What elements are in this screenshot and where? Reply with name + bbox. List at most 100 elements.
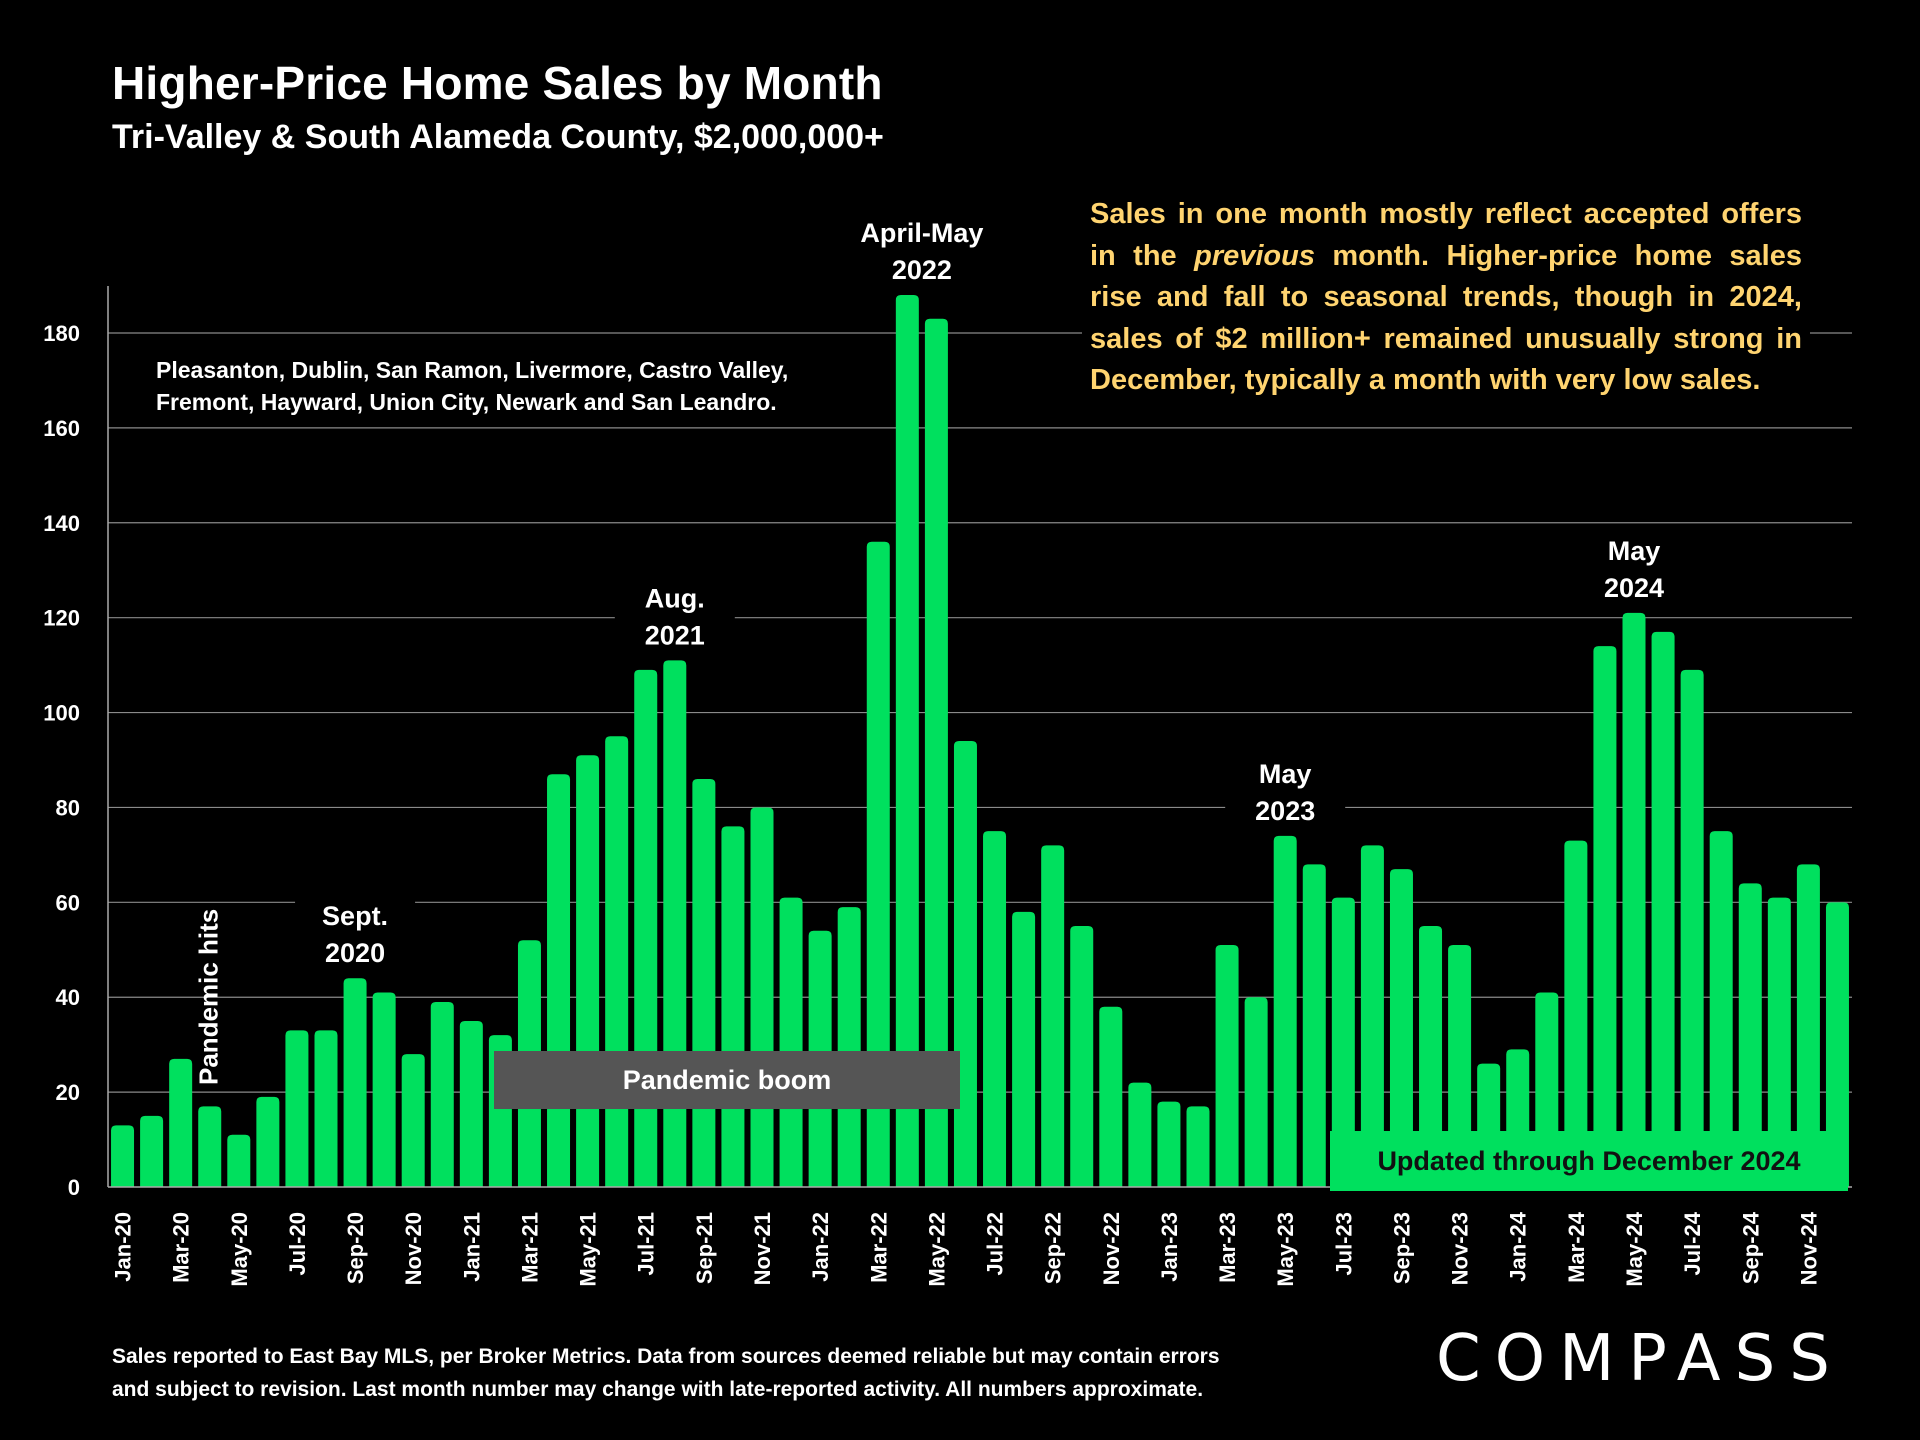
bar: [895, 295, 919, 1187]
bar: [1244, 997, 1268, 1187]
y-tick-label: 140: [43, 511, 80, 536]
x-tick-label: Jul-20: [285, 1212, 310, 1276]
y-axis: 0 20 40 60 80 100 120 140 160 180: [43, 286, 1852, 1200]
x-tick-label: Mar-21: [517, 1212, 542, 1283]
chart-title: Higher-Price Home Sales by Month: [112, 57, 883, 109]
x-tick-label: Sep-21: [692, 1212, 717, 1284]
bar: [1622, 612, 1646, 1187]
x-tick-label: Sep-23: [1389, 1212, 1414, 1284]
bar: [1796, 864, 1820, 1187]
bar: [343, 978, 367, 1187]
x-tick-label: Sep-24: [1738, 1211, 1763, 1284]
cities-note: Pleasanton, Dublin, San Ramon, Livermore…: [156, 354, 788, 418]
cities-line-1: Pleasanton, Dublin, San Ramon, Livermore…: [156, 357, 789, 383]
x-tick-label: Nov-20: [401, 1212, 426, 1285]
x-tick-label: May-23: [1273, 1212, 1298, 1287]
note-emphasis: previous: [1194, 239, 1315, 272]
bar: [750, 807, 774, 1187]
annotation-label: Sept.: [322, 901, 388, 931]
bar: [1709, 831, 1733, 1187]
annotation-bg: [841, 212, 1002, 291]
x-axis: Jan-20 Mar-20 May-20 Jul-20 Sep-20 Nov-20 Jan-…: [111, 1211, 1822, 1286]
annotation-label: 2022: [892, 255, 952, 285]
bar: [256, 1096, 280, 1187]
y-tick-label: 100: [43, 701, 80, 726]
annotation-bg: [1574, 529, 1694, 608]
annotation-label: Pandemic hits: [194, 909, 224, 1085]
gridlines: [108, 332, 1852, 1093]
x-tick-label: Jan-20: [111, 1212, 136, 1282]
bar: [459, 1020, 483, 1187]
y-tick-label: 0: [68, 1175, 80, 1200]
bar: [1012, 911, 1036, 1187]
x-tick-label: Jan-23: [1157, 1212, 1182, 1282]
bar: [169, 1058, 193, 1187]
annotation-bg: [614, 577, 735, 656]
annotation-label: 2021: [645, 620, 705, 650]
bar: [1070, 926, 1094, 1187]
note-part-1: Sales in one month mostly reflect accept…: [1090, 198, 1802, 272]
y-tick-label: 180: [43, 321, 80, 346]
x-tick-label: Nov-22: [1099, 1212, 1124, 1285]
bar: [314, 1030, 338, 1187]
bar: [547, 774, 571, 1187]
x-tick-label: Mar-20: [169, 1212, 194, 1283]
footer-line-2: and subject to revision. Last month numb…: [112, 1378, 1204, 1401]
x-tick-label: Jan-22: [808, 1212, 833, 1282]
bar: [1331, 897, 1355, 1187]
x-tick-label: Sep-20: [343, 1212, 368, 1284]
bar: [1157, 1101, 1181, 1187]
y-tick-label: 20: [56, 1080, 80, 1105]
chart-subtitle: Tri-Valley & South Alameda County, $2,00…: [112, 118, 884, 156]
annotation-label: April-May: [860, 218, 983, 248]
bar: [779, 897, 803, 1187]
y-tick-label: 60: [56, 890, 80, 915]
bar: [1738, 883, 1762, 1187]
y-tick-label: 40: [56, 985, 80, 1010]
x-tick-label: Mar-24: [1564, 1211, 1589, 1283]
bar: [1128, 1082, 1152, 1187]
x-tick-label: Nov-23: [1448, 1212, 1473, 1285]
annotation-label: 2024: [1604, 573, 1664, 603]
x-tick-label: May-21: [576, 1212, 601, 1287]
x-tick-label: Jan-24: [1506, 1211, 1531, 1281]
note-part-2: month. Higher-price home sales rise and …: [1090, 239, 1803, 397]
annotation-label: 2020: [325, 938, 385, 968]
bar: [1419, 926, 1443, 1187]
compass-logo: COMPASS: [1436, 1322, 1844, 1396]
bar: [1680, 669, 1704, 1187]
bar: [983, 831, 1007, 1187]
bar: [1273, 835, 1297, 1187]
bar: [1041, 845, 1065, 1187]
y-tick-label: 120: [43, 606, 80, 631]
bar: [634, 669, 658, 1187]
y-tick-label: 80: [56, 795, 80, 820]
bar: [1564, 840, 1588, 1187]
x-tick-label: Nov-24: [1796, 1211, 1821, 1285]
annotation-label: May: [1259, 759, 1312, 789]
bar: [1825, 902, 1849, 1187]
updated-badge: Updated through December 2024: [1330, 1131, 1848, 1191]
bar: [866, 541, 890, 1187]
footer-disclaimer: Sales reported to East Bay MLS, per Brok…: [112, 1340, 1220, 1406]
x-tick-label: Jul-23: [1331, 1212, 1356, 1276]
x-tick-label: Nov-21: [750, 1212, 775, 1285]
bar: [111, 1125, 135, 1187]
pandemic-boom-label: Pandemic boom: [494, 1051, 960, 1109]
bar: [227, 1134, 251, 1187]
x-tick-label: Mar-23: [1215, 1212, 1240, 1283]
bar: [140, 1115, 164, 1187]
bar: [1215, 945, 1239, 1187]
bar: [1099, 1006, 1123, 1187]
bar: [576, 755, 600, 1187]
annotation-bg: [295, 895, 416, 974]
cities-line-2: Fremont, Hayward, Union City, Newark and…: [156, 389, 777, 415]
bar: [1186, 1106, 1210, 1187]
bar: [1651, 631, 1675, 1187]
annotation-label: Aug.: [645, 583, 705, 613]
x-tick-label: Jul-21: [634, 1212, 659, 1276]
bar: [1389, 869, 1413, 1187]
bar: [1767, 897, 1791, 1187]
annotation-bg: [1225, 752, 1346, 831]
